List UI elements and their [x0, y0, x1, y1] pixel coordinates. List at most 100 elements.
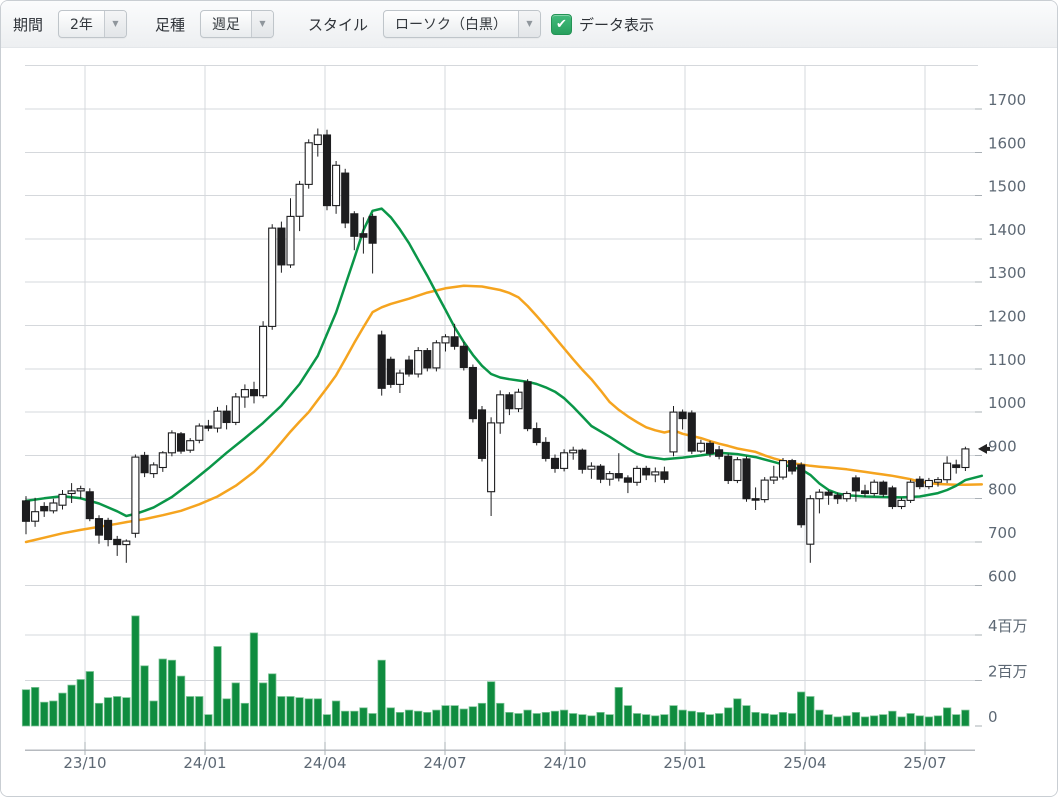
chevron-down-icon[interactable]: ▼ — [517, 11, 540, 37]
chevron-down-icon[interactable]: ▼ — [103, 11, 126, 37]
volume-bar — [642, 714, 651, 727]
svg-text:1000: 1000 — [988, 394, 1026, 412]
volume-bar — [669, 705, 678, 727]
svg-text:1400: 1400 — [988, 221, 1026, 239]
candle-body — [268, 227, 277, 327]
ma-short-line — [24, 207, 984, 518]
data-display-checkbox[interactable]: ✔ データ表示 — [550, 13, 654, 35]
candle-body — [414, 350, 423, 375]
volume-bar — [514, 713, 523, 727]
volume-bar — [751, 712, 760, 727]
candle-body — [870, 481, 879, 495]
volume-bar — [441, 705, 450, 727]
candle-body — [468, 366, 477, 420]
volume-bar — [733, 698, 742, 727]
svg-text:1100: 1100 — [988, 351, 1026, 369]
candle-body — [851, 477, 860, 492]
volume-bar — [587, 715, 596, 727]
volume-bar — [386, 707, 395, 727]
volume-bar — [952, 714, 961, 727]
candle-body — [560, 452, 569, 469]
candle-body — [733, 459, 742, 482]
svg-text:600: 600 — [988, 567, 1017, 585]
volume-axis-labels: 4百万 2百万 0 — [988, 617, 1028, 726]
volume-bar — [176, 675, 186, 727]
volume-bar — [678, 709, 687, 727]
period-label: 期間 — [13, 15, 44, 34]
candle-body — [961, 448, 970, 469]
candle-body — [952, 464, 961, 469]
candle-body — [642, 467, 651, 476]
chart-canvas[interactable]: 1700 1600 1500 1400 1300 1200 1100 1000 900 800 70… — [1, 48, 1058, 797]
chevron-down-icon[interactable]: ▼ — [250, 11, 273, 37]
check-icon: ✔ — [556, 16, 567, 32]
candle-body — [687, 412, 696, 452]
volume-bar — [31, 687, 40, 727]
candle-body — [742, 458, 751, 500]
volume-bar — [94, 702, 104, 727]
candle-body — [760, 479, 769, 501]
candle-body — [58, 493, 67, 506]
candle-body — [860, 490, 870, 495]
svg-text:24/01: 24/01 — [183, 754, 226, 772]
candle-body — [85, 491, 94, 520]
candle-body — [213, 410, 222, 429]
volume-bar — [432, 709, 441, 727]
volume-bar — [231, 682, 240, 727]
volume-bar — [487, 681, 496, 727]
current-price-marker — [978, 443, 990, 454]
volume-bar — [286, 696, 295, 727]
price-axis-labels: 1700 1600 1500 1400 1300 1200 1100 1000 900 800 70… — [988, 91, 1026, 585]
volume-bar — [705, 714, 715, 727]
style-select[interactable]: ローソク（白黒） ▼ — [382, 10, 541, 38]
svg-text:23/10: 23/10 — [63, 754, 106, 772]
volume-bar — [842, 715, 851, 727]
volume-bar — [131, 615, 140, 727]
candle-body — [94, 518, 104, 536]
bartype-label: 足種 — [154, 15, 185, 34]
volume-bar — [651, 715, 660, 727]
candle-body — [605, 473, 614, 480]
volume-bar — [359, 707, 368, 727]
period-select[interactable]: 2年 ▼ — [58, 10, 127, 38]
candle-body — [277, 227, 286, 266]
candle-body — [705, 442, 715, 454]
candle-body — [477, 409, 487, 459]
candle-body — [286, 215, 295, 266]
candle-body — [669, 411, 678, 453]
volume-bar — [660, 714, 669, 727]
candle-body — [514, 391, 523, 410]
volume-bar — [505, 712, 514, 727]
candle-body — [459, 345, 468, 369]
candle-body — [140, 454, 149, 474]
volume-bar — [870, 715, 879, 727]
volume-bar — [414, 710, 423, 727]
bartype-select[interactable]: 週足 ▼ — [199, 10, 274, 38]
candle-body — [423, 350, 432, 369]
svg-text:800: 800 — [988, 481, 1017, 499]
svg-text:2百万: 2百万 — [988, 663, 1028, 681]
axes-group — [25, 108, 982, 755]
candle-body — [897, 499, 906, 508]
candle-body — [924, 479, 933, 488]
volume-bar — [249, 632, 259, 727]
volume-bar — [103, 697, 113, 727]
volume-bar — [696, 712, 705, 727]
volume-bar — [569, 713, 578, 727]
toolbar: 期間 2年 ▼ 足種 週足 ▼ スタイル ローソク（白黒） ▼ ✔ データ表示 — [1, 1, 1057, 48]
candle-body — [341, 172, 350, 224]
volume-bar — [468, 706, 477, 727]
svg-text:25/04: 25/04 — [783, 754, 826, 772]
volume-bar — [158, 658, 167, 727]
checkbox-checked[interactable]: ✔ — [550, 13, 572, 35]
volume-bar — [295, 697, 304, 727]
volume-bar — [632, 713, 642, 727]
candle-body — [596, 465, 605, 480]
volume-bar — [523, 709, 532, 727]
volume-bar — [423, 712, 432, 727]
candle-body — [186, 440, 195, 451]
volume-bar — [496, 702, 505, 727]
volume-bar — [815, 709, 824, 727]
volume-bar — [222, 698, 231, 727]
candle-body — [131, 456, 140, 534]
